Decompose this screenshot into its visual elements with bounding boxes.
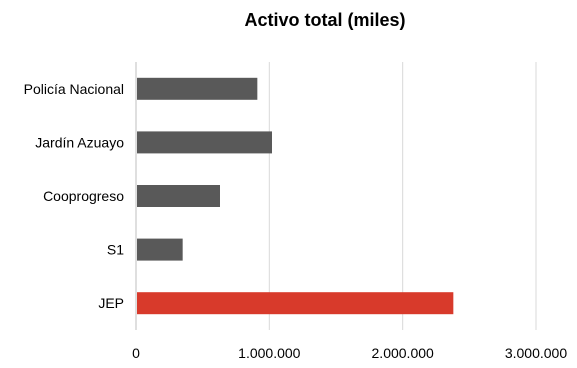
gridlines (268, 62, 537, 330)
category-labels: Policía Nacional Jardín Azuayo Cooprogreso… (24, 81, 125, 311)
category-label: Cooprogreso (43, 188, 124, 204)
category-label: Policía Nacional (24, 81, 124, 97)
bar (137, 238, 183, 261)
bar (137, 77, 258, 100)
x-tick-label: 0 (132, 345, 140, 361)
bars (137, 77, 454, 315)
x-tick-label: 1.000.000 (238, 345, 300, 361)
bar (137, 292, 454, 315)
chart-title: Activo total (miles) (244, 10, 405, 30)
category-label: S1 (107, 242, 124, 258)
category-label: Jardín Azuayo (35, 134, 124, 150)
category-label: JEP (98, 295, 124, 311)
bar (137, 185, 220, 207)
x-tick-label: 3.000.000 (505, 345, 567, 361)
x-axis-tick-labels: 0 1.000.000 2.000.000 3.000.000 (132, 345, 567, 361)
bar (137, 131, 272, 154)
x-tick-label: 2.000.000 (372, 345, 434, 361)
